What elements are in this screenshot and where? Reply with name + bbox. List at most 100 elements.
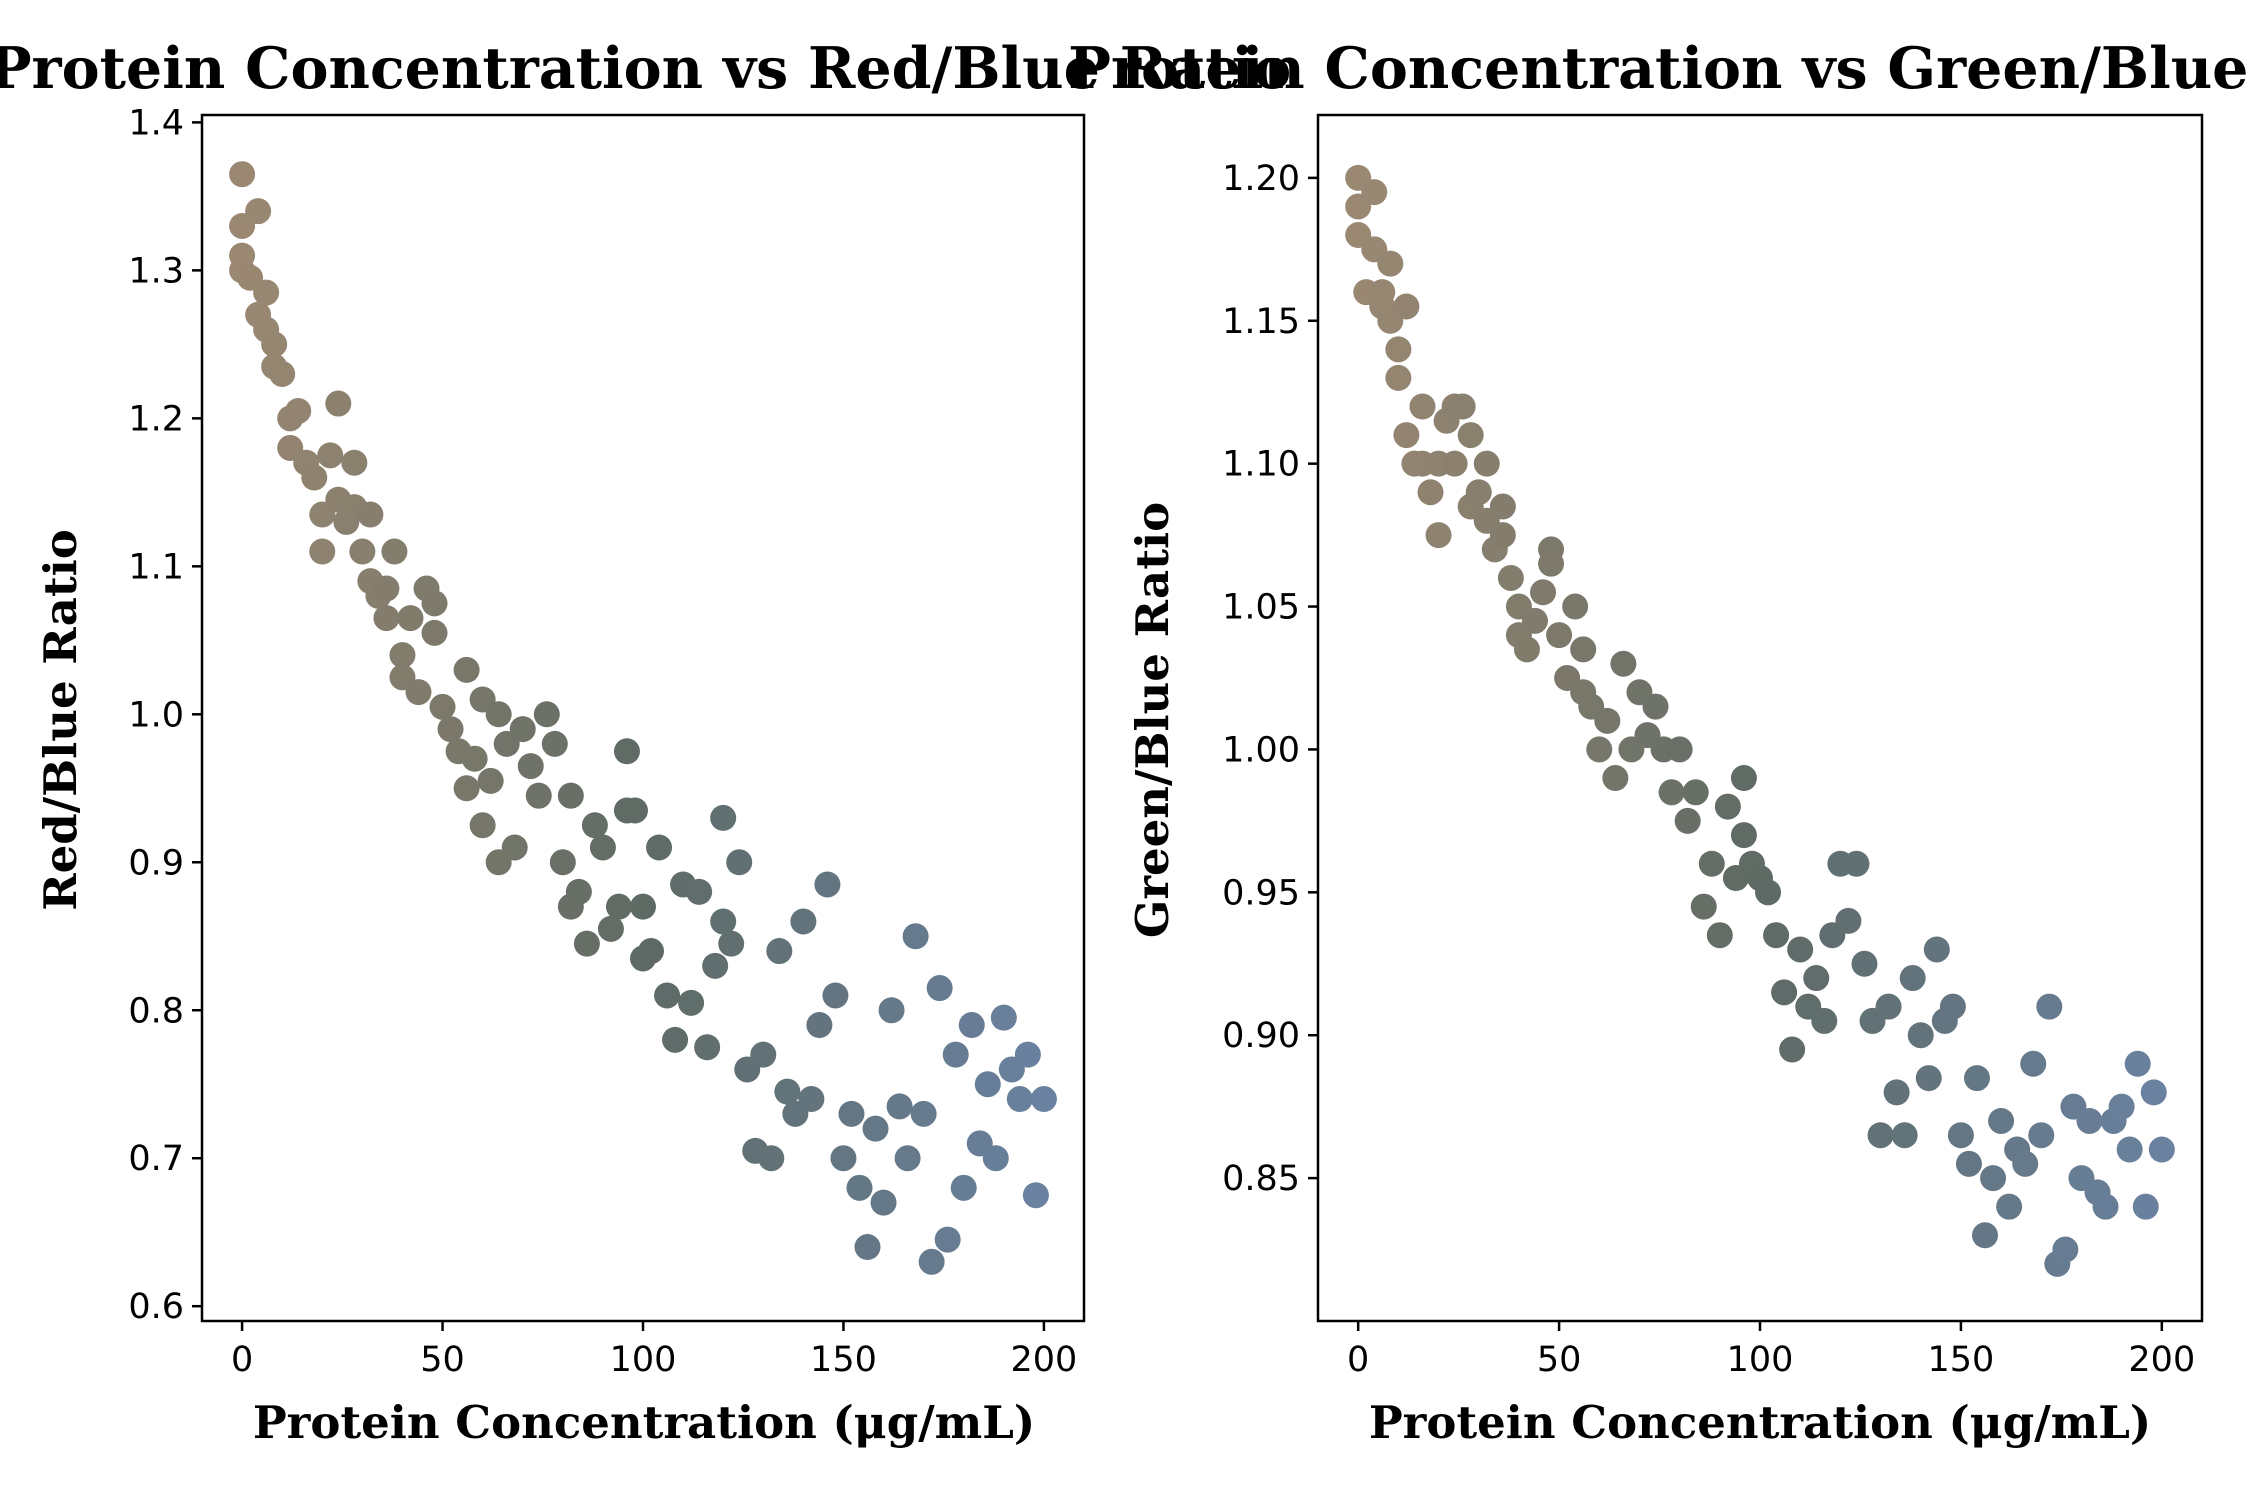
red-blue-data-point xyxy=(774,1078,801,1105)
green-blue-data-point xyxy=(1763,922,1790,949)
green-blue-data-point xyxy=(1771,979,1798,1006)
green-blue-data-point xyxy=(1779,1036,1806,1063)
red-blue-data-point xyxy=(509,716,536,743)
red-blue-data-point xyxy=(525,782,552,809)
green-blue-data-point xyxy=(2148,1136,2175,1163)
green-blue-data-point xyxy=(1377,250,1404,277)
red-blue-data-point xyxy=(517,753,544,780)
green-blue-data-point xyxy=(2052,1236,2079,1263)
red-blue-y-tick-label: 0.9 xyxy=(128,843,184,883)
green-blue-data-point xyxy=(1473,450,1500,477)
green-blue-data-point xyxy=(1369,279,1396,306)
green-blue-data-point xyxy=(2076,1107,2103,1134)
green-blue-data-point xyxy=(2108,1093,2135,1120)
red-blue-data-point xyxy=(1014,1041,1041,1068)
red-blue-data-point xyxy=(926,975,953,1002)
red-blue-data-point xyxy=(822,982,849,1009)
green-blue-data-point xyxy=(1907,1022,1934,1049)
red-blue-data-point xyxy=(878,997,905,1024)
green-blue-data-point xyxy=(1610,650,1637,677)
green-blue-y-tick-label: 1.00 xyxy=(1222,730,1300,770)
green-blue-data-point xyxy=(1393,293,1420,320)
red-blue-data-point xyxy=(806,1012,833,1039)
red-blue-data-point xyxy=(950,1174,977,1201)
green-blue-data-point xyxy=(1988,1107,2015,1134)
red-blue-data-point xyxy=(373,605,400,632)
red-blue-data-point xyxy=(605,893,632,920)
red-blue-data-point xyxy=(309,538,336,565)
red-blue-data-point xyxy=(421,619,448,646)
red-blue-data-point xyxy=(437,716,464,743)
red-blue-axis-ticks: 0 50 100 150 200 0.6 0.7 0.8 0.9 1.0 1.1 1.2 1.3 1.4 xyxy=(128,103,1077,1380)
red-blue-data-point xyxy=(934,1226,961,1253)
green-blue-data-point xyxy=(1706,922,1733,949)
green-blue-x-tick-label: 50 xyxy=(1537,1340,1582,1380)
green-blue-data-point xyxy=(2036,993,2063,1020)
red-blue-data-point xyxy=(245,198,272,225)
green-blue-y-tick-label: 1.05 xyxy=(1222,588,1300,628)
red-blue-data-point xyxy=(397,605,424,632)
red-blue-data-point xyxy=(325,390,352,417)
green-blue-data-point xyxy=(1811,1007,1838,1034)
red-blue-data-point xyxy=(686,878,713,905)
red-blue-data-point xyxy=(477,767,504,794)
red-blue-data-point xyxy=(573,930,600,957)
red-blue-chart-title: Protein Concentration vs Red/Blue Ratio xyxy=(0,35,1291,102)
green-blue-data-point xyxy=(1538,550,1565,577)
green-blue-data-point xyxy=(1409,393,1436,420)
green-blue-y-tick-label: 0.85 xyxy=(1222,1159,1300,1199)
red-blue-data-point xyxy=(269,360,296,387)
green-blue-data-point xyxy=(2092,1193,2119,1220)
red-blue-data-point xyxy=(990,1004,1017,1031)
green-blue-data-point xyxy=(1923,936,1950,963)
red-blue-data-point xyxy=(565,878,592,905)
red-blue-data-point xyxy=(862,1115,889,1142)
red-blue-data-point xyxy=(830,1145,857,1172)
green-blue-data-point xyxy=(1955,1150,1982,1177)
green-blue-data-point xyxy=(1980,1165,2007,1192)
green-blue-data-point xyxy=(1642,693,1669,720)
green-blue-data-point xyxy=(2116,1136,2143,1163)
green-blue-data-point xyxy=(1883,1079,1910,1106)
green-blue-data-point xyxy=(1972,1222,1999,1249)
red-blue-data-point xyxy=(710,908,737,935)
red-blue-x-axis-label: Protein Concentration (μg/mL) xyxy=(253,1396,1035,1449)
red-blue-data-point xyxy=(1030,1086,1057,1113)
red-blue-x-tick-label: 0 xyxy=(231,1340,253,1380)
green-blue-data-point xyxy=(2028,1122,2055,1149)
red-blue-data-point xyxy=(886,1093,913,1120)
red-blue-data-point xyxy=(613,738,640,765)
green-blue-data-point xyxy=(1425,522,1452,549)
red-blue-data-point xyxy=(453,656,480,683)
green-blue-data-point xyxy=(1457,422,1484,449)
red-blue-data-point xyxy=(758,1145,785,1172)
green-blue-data-point xyxy=(2012,1150,2039,1177)
red-blue-data-point xyxy=(501,834,528,861)
red-blue-y-tick-label: 1.1 xyxy=(128,547,184,587)
green-blue-data-point xyxy=(1586,736,1613,763)
green-blue-data-point xyxy=(1698,850,1725,877)
red-blue-x-tick-label: 150 xyxy=(810,1340,877,1380)
red-blue-data-point xyxy=(253,279,280,306)
red-blue-data-point xyxy=(557,782,584,809)
green-blue-data-point xyxy=(1385,336,1412,363)
green-blue-data-point xyxy=(1867,1122,1894,1149)
green-blue-data-point xyxy=(1449,393,1476,420)
red-blue-data-point xyxy=(662,1026,689,1053)
red-blue-y-tick-label: 1.2 xyxy=(128,399,184,439)
green-blue-data-point xyxy=(1417,479,1444,506)
red-blue-data-point xyxy=(1006,1086,1033,1113)
green-blue-y-tick-label: 0.95 xyxy=(1222,873,1300,913)
red-blue-plot-frame xyxy=(200,113,1086,1323)
red-blue-data-point xyxy=(421,590,448,617)
red-blue-data-point xyxy=(798,1086,825,1113)
green-blue-data-point xyxy=(1835,907,1862,934)
green-blue-data-point xyxy=(1787,936,1814,963)
red-blue-points xyxy=(229,161,1057,1275)
red-blue-data-point xyxy=(702,952,729,979)
green-blue-x-axis-label: Protein Concentration (μg/mL) xyxy=(1369,1396,2151,1449)
red-blue-data-point xyxy=(549,849,576,876)
green-blue-points xyxy=(1345,164,2175,1277)
red-blue-data-point xyxy=(726,849,753,876)
red-blue-data-point xyxy=(349,538,376,565)
